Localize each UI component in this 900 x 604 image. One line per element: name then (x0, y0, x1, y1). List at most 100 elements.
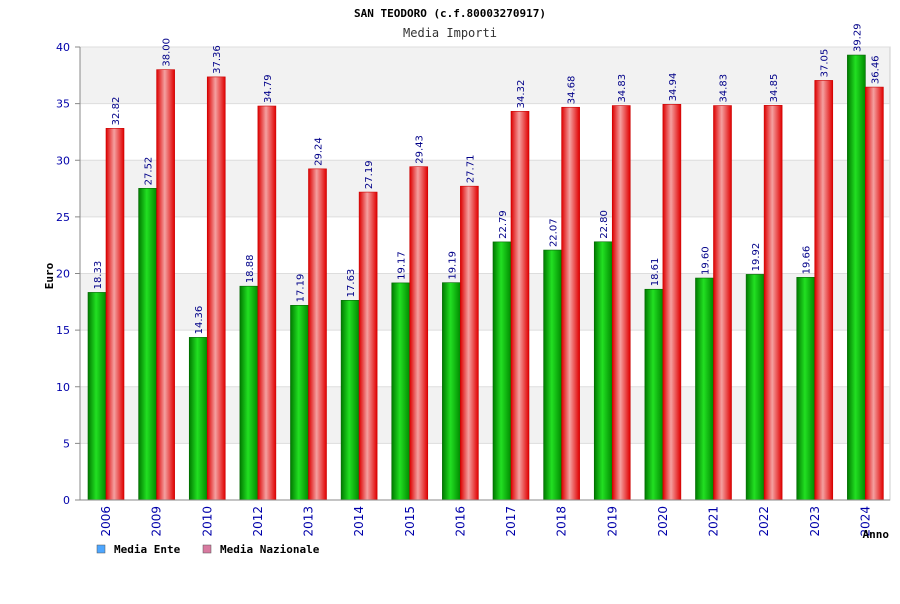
data-label: 22.80 (599, 210, 610, 239)
bar-media-nazionale (358, 191, 378, 501)
x-tick-label: 2020 (656, 506, 670, 537)
data-label: 22.79 (498, 210, 509, 239)
data-label: 34.85 (769, 74, 780, 103)
x-axis-ticks: 2006 2009 2010 2012 2013 2014 2015 2016 2017 2018… (99, 506, 872, 537)
bar-media-nazionale (865, 86, 884, 501)
chart-title: SAN TEODORO (c.f.80003270917) (354, 7, 546, 20)
bar-media-nazionale (308, 168, 327, 501)
data-label: 17.63 (346, 269, 357, 298)
y-tick-label: 5 (63, 437, 70, 450)
data-label: 36.46 (870, 55, 881, 84)
bar-media-nazionale (206, 76, 226, 501)
data-label: 38.00 (162, 38, 173, 67)
bar-media-nazionale (561, 106, 580, 501)
y-tick-label: 15 (56, 324, 70, 337)
x-tick-label: 2018 (555, 506, 569, 537)
bar-media-ente (391, 282, 411, 501)
data-label: 27.19 (364, 160, 375, 189)
bar-media-ente (593, 241, 613, 501)
data-label: 19.60 (701, 246, 712, 275)
data-label: 34.83 (719, 74, 730, 103)
legend-label: Media Nazionale (220, 543, 320, 556)
data-label: 19.17 (397, 251, 408, 280)
bar-media-nazionale (105, 128, 125, 501)
x-tick-label: 2012 (251, 506, 265, 537)
bar-media-ente (87, 292, 107, 501)
data-label: 34.83 (617, 74, 628, 103)
bar-media-nazionale (409, 166, 429, 501)
x-tick-label: 2022 (757, 506, 771, 537)
bar-media-nazionale (763, 105, 783, 501)
y-axis-ticks: 0 5 10 15 20 25 30 35 40 (56, 41, 890, 507)
legend-label: Media Ente (114, 543, 181, 556)
x-tick-label: 2006 (99, 506, 113, 537)
y-tick-label: 30 (56, 154, 70, 167)
bar-media-ente (290, 305, 309, 501)
bar-media-nazionale (460, 185, 479, 501)
y-tick-label: 20 (56, 268, 70, 281)
y-tick-label: 35 (56, 98, 70, 111)
bar-media-ente (745, 274, 765, 501)
data-label: 19.19 (447, 251, 458, 280)
data-label: 18.33 (93, 261, 104, 290)
data-label: 22.07 (549, 218, 560, 247)
bar-media-nazionale (257, 105, 277, 501)
x-tick-label: 2019 (605, 506, 619, 537)
data-label: 37.36 (212, 45, 223, 74)
x-tick-label: 2024 (858, 506, 872, 537)
bar-media-ente (188, 337, 208, 501)
x-tick-label: 2023 (808, 506, 822, 537)
x-tick-label: 2017 (504, 506, 518, 537)
bar-media-ente (847, 54, 866, 501)
y-tick-label: 25 (56, 211, 70, 224)
x-tick-label: 2014 (352, 506, 366, 537)
bar-media-ente (492, 241, 512, 501)
data-label: 29.24 (314, 137, 325, 166)
y-axis-label: Euro (43, 262, 56, 289)
data-label: 37.05 (820, 49, 831, 78)
x-tick-label: 2010 (200, 506, 214, 537)
chart-subtitle: Media Importi (403, 26, 497, 40)
data-label: 34.32 (516, 80, 527, 109)
bar-media-ente (442, 282, 461, 501)
data-label: 19.92 (751, 243, 762, 272)
x-tick-label: 2021 (707, 506, 721, 537)
bar-media-ente (695, 277, 714, 501)
data-labels-group: 18.33 32.82 27.52 38.00 14.36 37.36 18.88 34.79… (93, 23, 881, 334)
bar-media-ente (138, 188, 157, 501)
bar-media-ente (644, 288, 664, 501)
legend: Media Ente Media Nazionale (96, 543, 320, 556)
bars-group (87, 54, 884, 501)
data-label: 34.79 (263, 74, 274, 103)
data-label: 18.88 (245, 255, 256, 284)
data-label: 39.29 (852, 23, 863, 52)
bar-media-ente (239, 285, 259, 501)
bar-media-ente (340, 300, 360, 501)
bar-media-nazionale (611, 105, 631, 501)
data-label: 32.82 (111, 97, 122, 126)
data-label: 27.71 (465, 155, 476, 184)
x-tick-label: 2016 (453, 506, 467, 537)
data-label: 18.61 (650, 258, 661, 287)
bar-media-ente (543, 249, 562, 501)
bar-media-nazionale (713, 105, 732, 501)
data-label: 34.68 (567, 76, 578, 105)
legend-swatch (202, 544, 212, 554)
x-tick-label: 2013 (302, 506, 316, 537)
bar-media-nazionale (156, 69, 175, 501)
y-tick-label: 10 (56, 381, 70, 394)
bar-media-nazionale (814, 80, 834, 501)
bar-media-nazionale (510, 111, 530, 501)
bar-media-nazionale (662, 104, 682, 501)
x-tick-label: 2009 (150, 506, 164, 537)
data-label: 19.66 (802, 246, 813, 275)
y-tick-label: 0 (63, 494, 70, 507)
bar-media-ente (796, 277, 816, 501)
legend-swatch (96, 544, 106, 554)
y-tick-label: 40 (56, 41, 70, 54)
data-label: 29.43 (415, 135, 426, 164)
data-label: 27.52 (144, 157, 155, 186)
x-axis-label: Anno (863, 528, 890, 541)
